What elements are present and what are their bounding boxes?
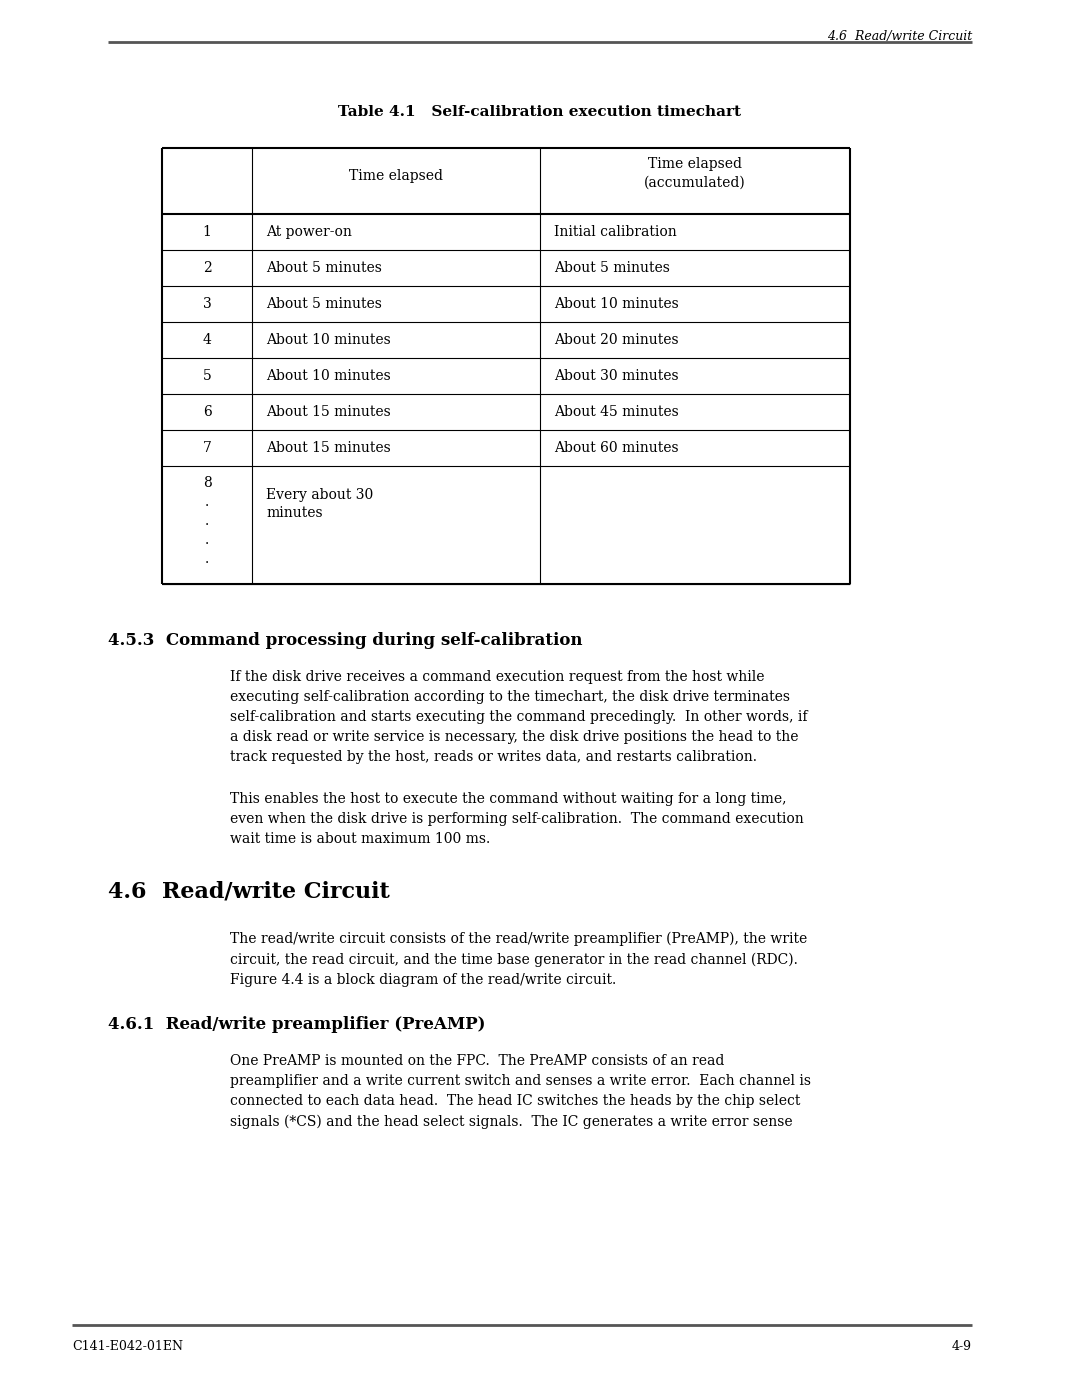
Text: About 10 minutes: About 10 minutes: [266, 332, 391, 346]
Text: .: .: [205, 495, 210, 509]
Text: .: .: [205, 552, 210, 566]
Text: About 60 minutes: About 60 minutes: [554, 441, 678, 455]
Text: Table 4.1   Self-calibration execution timechart: Table 4.1 Self-calibration execution tim…: [338, 105, 742, 119]
Text: .: .: [205, 534, 210, 548]
Text: If the disk drive receives a command execution request from the host while
execu: If the disk drive receives a command exe…: [230, 671, 808, 764]
Text: 4.5.3  Command processing during self-calibration: 4.5.3 Command processing during self-cal…: [108, 631, 582, 650]
Text: 8: 8: [203, 476, 212, 490]
Text: 7: 7: [203, 441, 212, 455]
Text: Time elapsed: Time elapsed: [349, 169, 443, 183]
Text: 4.6  Read/write Circuit: 4.6 Read/write Circuit: [827, 29, 972, 43]
Text: About 20 minutes: About 20 minutes: [554, 332, 678, 346]
Text: .: .: [205, 514, 210, 528]
Text: Time elapsed
(accumulated): Time elapsed (accumulated): [644, 156, 746, 189]
Text: 2: 2: [203, 261, 212, 275]
Text: About 45 minutes: About 45 minutes: [554, 405, 678, 419]
Text: 4.6  Read/write Circuit: 4.6 Read/write Circuit: [108, 880, 390, 902]
Text: About 15 minutes: About 15 minutes: [266, 441, 391, 455]
Text: About 30 minutes: About 30 minutes: [554, 369, 678, 383]
Text: Every about 30
minutes: Every about 30 minutes: [266, 488, 374, 520]
Text: 4.6.1  Read/write preamplifier (PreAMP): 4.6.1 Read/write preamplifier (PreAMP): [108, 1016, 486, 1032]
Text: 5: 5: [203, 369, 212, 383]
Text: Initial calibration: Initial calibration: [554, 225, 677, 239]
Text: 1: 1: [203, 225, 212, 239]
Text: About 15 minutes: About 15 minutes: [266, 405, 391, 419]
Text: About 5 minutes: About 5 minutes: [266, 298, 382, 312]
Text: 4: 4: [203, 332, 212, 346]
Text: 4-9: 4-9: [951, 1340, 972, 1354]
Text: At power-on: At power-on: [266, 225, 352, 239]
Text: 6: 6: [203, 405, 212, 419]
Text: About 10 minutes: About 10 minutes: [554, 298, 678, 312]
Text: About 10 minutes: About 10 minutes: [266, 369, 391, 383]
Text: 3: 3: [203, 298, 212, 312]
Text: C141-E042-01EN: C141-E042-01EN: [72, 1340, 183, 1354]
Text: About 5 minutes: About 5 minutes: [266, 261, 382, 275]
Text: This enables the host to execute the command without waiting for a long time,
ev: This enables the host to execute the com…: [230, 792, 804, 847]
Text: One PreAMP is mounted on the FPC.  The PreAMP consists of an read
preamplifier a: One PreAMP is mounted on the FPC. The Pr…: [230, 1053, 811, 1129]
Text: About 5 minutes: About 5 minutes: [554, 261, 670, 275]
Text: The read/write circuit consists of the read/write preamplifier (PreAMP), the wri: The read/write circuit consists of the r…: [230, 932, 807, 988]
